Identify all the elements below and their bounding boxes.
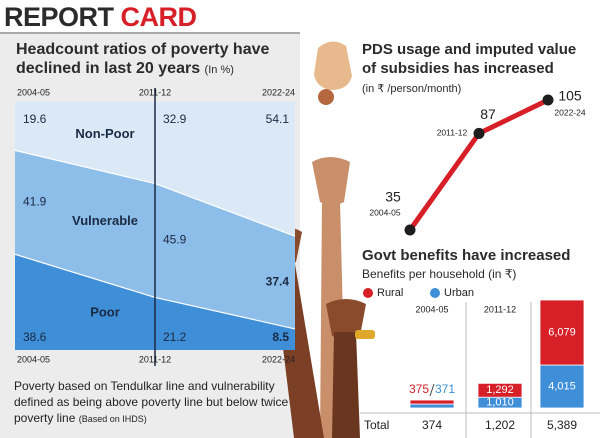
x-tick-label: 2011-12 (139, 87, 171, 97)
value-label: 21.2 (163, 330, 187, 344)
value-label: 4,015 (548, 380, 576, 392)
bar (409, 403, 455, 409)
value-label: 19.6 (23, 112, 47, 126)
coin (318, 89, 334, 105)
point (542, 94, 554, 106)
point (473, 127, 485, 139)
point (404, 224, 416, 236)
chart-title: Headcount ratios of poverty have decline… (16, 41, 270, 77)
label-separator (429, 383, 435, 397)
hand (314, 41, 352, 90)
header: REPORT CARD (4, 2, 197, 33)
value-label: 37.4 (266, 275, 290, 289)
x-tick-label: 2004-05 (17, 354, 50, 364)
bar (409, 399, 455, 405)
legend-label: Rural (377, 287, 403, 299)
chart-title: Govt benefits have increased (362, 247, 571, 264)
value-label: 375 (409, 382, 429, 396)
bar (477, 382, 523, 398)
value-label: 35 (385, 189, 401, 205)
x-tick-label: 2022-24 (262, 354, 295, 364)
series-label: Vulnerable (72, 213, 138, 228)
fist (312, 157, 350, 205)
value-label: 87 (480, 106, 496, 122)
x-tick-label: 2011-12 (139, 354, 171, 364)
arm (332, 332, 360, 438)
x-tick-label: 2011-12 (484, 304, 516, 314)
value-label: 8.5 (272, 330, 289, 344)
value-label: 1,292 (486, 384, 514, 396)
value-label: 45.9 (163, 233, 187, 247)
series-label: Poor (90, 304, 120, 319)
bar (539, 299, 585, 366)
total-value: 5,389 (547, 418, 577, 432)
x-tick-label: 2022-24 (262, 87, 295, 97)
legend-swatch (363, 288, 373, 298)
x-tick-label: 2004-05 (415, 304, 448, 314)
fist (326, 299, 366, 339)
total-label: Total (364, 418, 389, 432)
value-label: 38.6 (23, 330, 47, 344)
chart-title: PDS usage and imputed value of subsidies… (362, 41, 577, 77)
legend-swatch (430, 288, 440, 298)
x-label: 2022-24 (554, 107, 585, 117)
value-label: 105 (558, 88, 582, 104)
legend-label: Urban (444, 287, 474, 299)
chart-subtitle: (in ₹ /person/month) (362, 83, 462, 95)
chart-subtitle: Benefits per household (in ₹) (362, 267, 517, 281)
value-label: 41.9 (23, 194, 47, 208)
line (407, 97, 550, 232)
x-label: 2004-05 (369, 207, 400, 217)
header-highlight: CARD (120, 2, 198, 32)
value-label: 6,079 (548, 326, 576, 338)
value-label: 1,010 (486, 397, 514, 409)
source: (Based on IHDS) (78, 414, 147, 424)
value-label: 54.1 (266, 112, 290, 126)
value-label: 371 (435, 382, 455, 396)
chart-title-block: Headcount ratios of poverty have decline… (16, 40, 291, 80)
bar (539, 364, 585, 409)
footnote: Poverty based on Tendulkar line and vuln… (14, 379, 289, 425)
x-tick-label: 2004-05 (17, 87, 50, 97)
x-label: 2011-12 (437, 128, 468, 138)
value-label: 32.9 (163, 112, 187, 126)
total-value: 374 (422, 418, 442, 432)
footnote-block: Poverty based on Tendulkar line and vuln… (14, 378, 299, 427)
header-title: REPORT (4, 2, 114, 32)
total-value: 1,202 (485, 418, 515, 432)
series-label: Non-Poor (75, 126, 134, 141)
chart-unit: (In %) (204, 64, 234, 76)
bangle (355, 330, 375, 339)
